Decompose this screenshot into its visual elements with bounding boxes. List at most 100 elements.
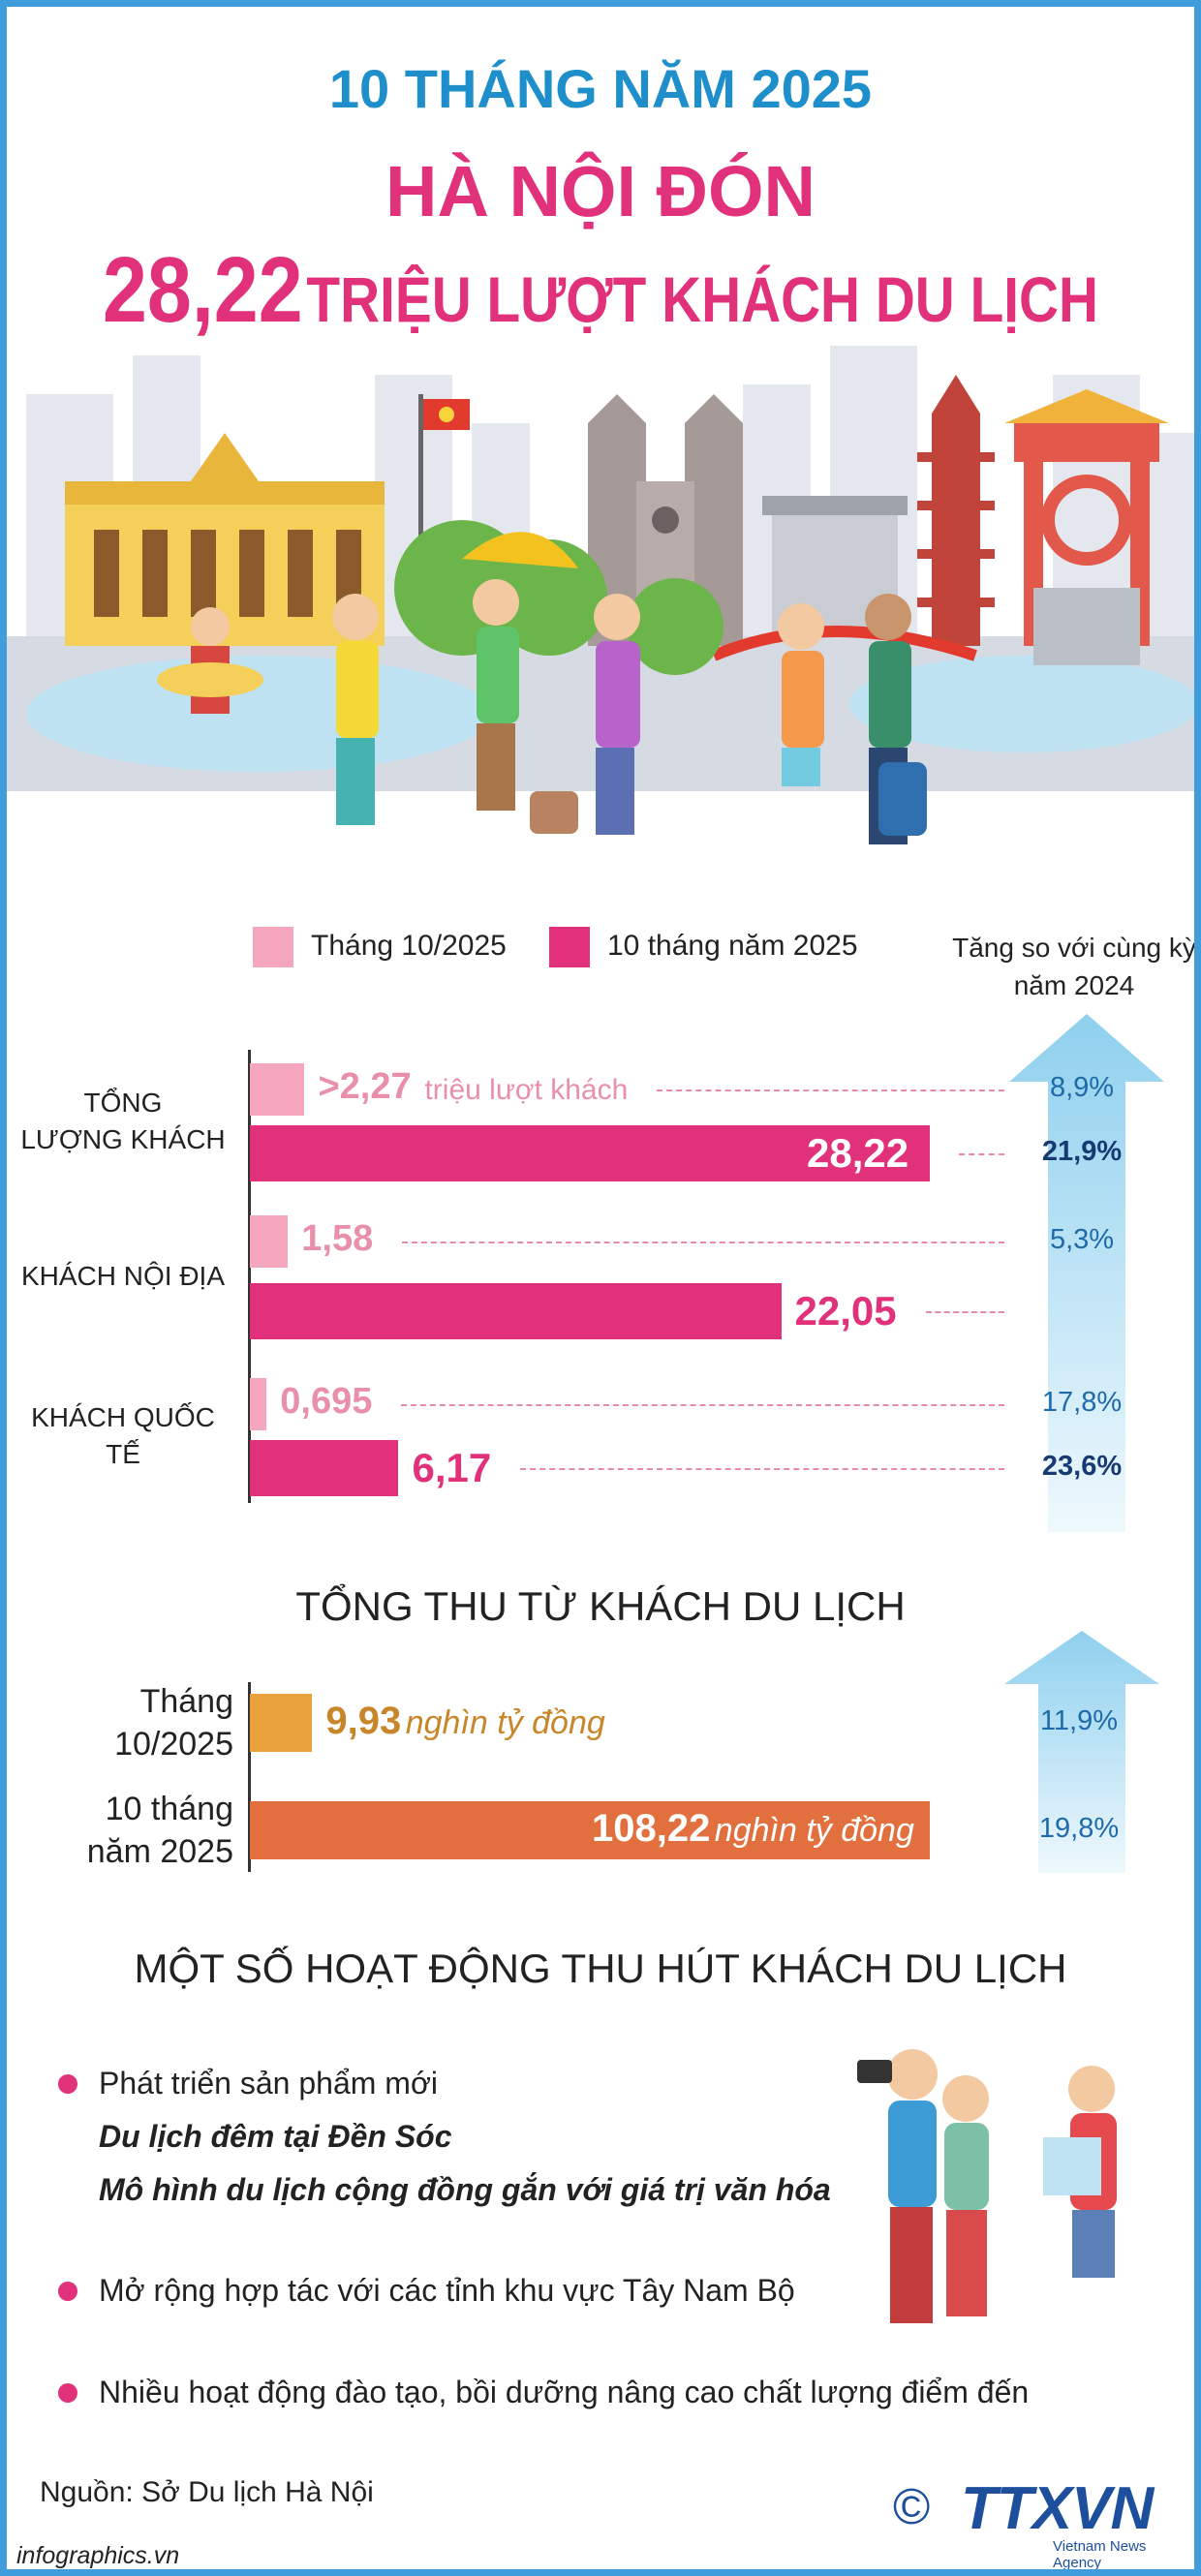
logo: TTXVN [961, 2475, 1154, 2542]
category-label: KHÁCH QUỐC TẾ [31, 1402, 215, 1469]
bar [250, 1694, 313, 1752]
legend-swatch [253, 927, 293, 967]
gate-part [1014, 423, 1159, 462]
value-label-group: 108,22 nghìn tỷ đồng [592, 1807, 914, 1851]
site: infographics.vn [16, 2542, 180, 2569]
value-label: 0,695 [280, 1381, 373, 1422]
opera-house-part [239, 530, 264, 617]
section-title: MỘT SỐ HOẠT ĐỘNG THU HÚT KHÁCH DU LỊCH [134, 1946, 1067, 1991]
tourists-part [477, 627, 519, 723]
gate [1004, 389, 1169, 665]
growth-arrow [1009, 1014, 1164, 1532]
gate-part [1033, 588, 1140, 665]
tourists-part [477, 723, 515, 811]
value-label: 28,22 [807, 1130, 909, 1176]
people-illustration [857, 2049, 1117, 2323]
tourists-part [332, 594, 379, 640]
tourists-part [869, 641, 911, 748]
pagoda [917, 375, 995, 646]
people-part [887, 2049, 938, 2100]
tourists-part [596, 641, 640, 748]
growth-title: Tăng so với cùng kỳ năm 2024 [952, 933, 1196, 1001]
people-part [1043, 2137, 1101, 2195]
value-label: 9,93 [325, 1700, 402, 1742]
cathedral-part [685, 394, 743, 423]
header-line2: HÀ NỘI ĐÓN [385, 151, 816, 231]
gate-part [1004, 389, 1169, 423]
cathedral-part [588, 394, 646, 423]
dash-line [401, 1404, 1004, 1406]
pagoda-part [917, 452, 995, 462]
tourists-part [596, 748, 634, 835]
bar [250, 1801, 930, 1859]
category-label: TỔNG LƯỢNG KHÁCH [20, 1088, 226, 1154]
ground-part [849, 656, 1194, 752]
city-illustration [7, 346, 1194, 844]
opera-house-part [288, 530, 313, 617]
people-part [944, 2123, 989, 2210]
people-part [888, 2101, 937, 2207]
dash-line [402, 1242, 1004, 1243]
unit-label: nghìn tỷ đồng [405, 1704, 605, 1741]
unit-label: triệu lượt khách [424, 1074, 629, 1106]
growth-label: 5,3% [1049, 1224, 1115, 1255]
category-label: 10 tháng năm 2025 [86, 1790, 233, 1870]
tourists-part [782, 748, 820, 786]
arrow-shape [1004, 1631, 1159, 1873]
growth-label: 11,9% [1039, 1705, 1119, 1736]
people-part [1068, 2066, 1115, 2112]
opera-house-part [94, 530, 119, 617]
statue-part [157, 662, 263, 697]
statue [157, 607, 263, 714]
opera-house-part [191, 530, 216, 617]
header-line1: 10 THÁNG NĂM 2025 [328, 58, 873, 119]
people-part [1072, 2210, 1115, 2278]
tourists-part [778, 603, 824, 650]
bullet-dot [58, 2383, 77, 2403]
tourists [332, 532, 927, 844]
people-part [857, 2060, 892, 2083]
value-label: 108,22 [592, 1807, 711, 1850]
unit-label: nghìn tỷ đồng [714, 1812, 914, 1849]
skyline-part [1150, 433, 1194, 646]
statue-part [191, 607, 230, 646]
axis-line [248, 1682, 251, 1872]
bullet-subtext: Du lịch đêm tại Đền Sóc [99, 2119, 452, 2154]
opera-house-part [191, 433, 259, 481]
source: Nguồn: Sở Du lịch Hà Nội [40, 2476, 374, 2508]
dash-line [925, 1311, 1004, 1313]
value-label-group: 9,93 nghìn tỷ đồng [325, 1700, 604, 1743]
bullet-text: Phát triển sản phẩm mới [99, 2066, 439, 2101]
growth-label: 8,9% [1049, 1072, 1115, 1103]
opera-house-part [142, 530, 168, 617]
bullet-subtext: Mô hình du lịch cộng đồng gắn với giá tr… [99, 2172, 831, 2207]
tourists-part [878, 762, 927, 836]
header-line3: 28,22 TRIỆU LƯỢT KHÁCH DU LỊCH [90, 237, 1111, 344]
category-label: Tháng 10/2025 [114, 1682, 233, 1763]
pagoda-part [917, 501, 995, 510]
growth-label: 17,8% [1041, 1387, 1123, 1418]
legend-label: 10 tháng năm 2025 [607, 930, 858, 962]
growth-label: 21,9% [1041, 1136, 1123, 1167]
bar [250, 1125, 930, 1181]
value-label: 1,58 [301, 1218, 374, 1259]
tourists-part [462, 532, 578, 568]
tourists-part [530, 791, 578, 834]
bar [250, 1440, 399, 1496]
value-label: 6,17 [412, 1445, 492, 1490]
tourists-part [336, 641, 379, 738]
growth-arrow [1004, 1631, 1159, 1873]
bullet-text: Nhiều hoạt động đào tạo, bồi dưỡng nâng … [99, 2375, 1030, 2409]
people-part [946, 2210, 987, 2316]
legend-swatch [549, 927, 590, 967]
copyright: © [893, 2479, 931, 2535]
pagoda-part [917, 549, 995, 559]
dash-line [657, 1089, 1004, 1091]
value-label: 22,05 [794, 1288, 897, 1334]
dash-line [520, 1468, 1004, 1470]
mausoleum-part [762, 496, 908, 515]
axis-line [248, 1050, 251, 1503]
pagoda-part [932, 375, 980, 414]
agency: Vietnam News Agency [1053, 2538, 1147, 2571]
